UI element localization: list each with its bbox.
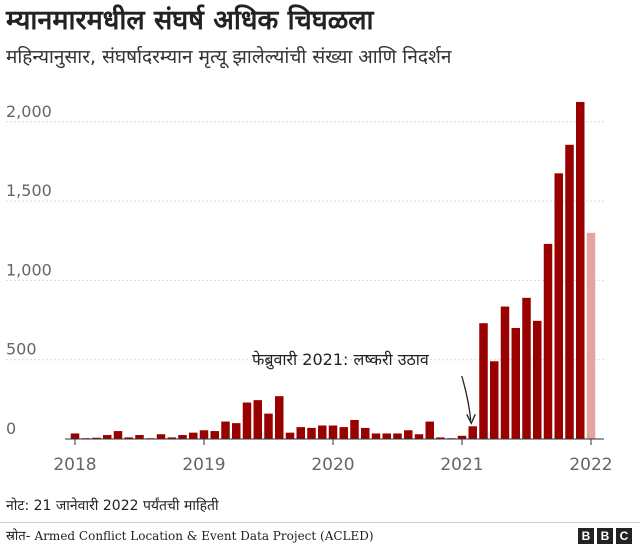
bar — [382, 433, 391, 439]
bar — [113, 431, 123, 439]
logo-block-3: C — [616, 528, 632, 544]
source-text: Armed Conflict Location & Event Data Pro… — [34, 529, 374, 543]
bar — [361, 427, 370, 439]
bar — [242, 402, 252, 439]
x-tick-label: 2020 — [311, 455, 354, 475]
bar — [156, 434, 166, 439]
chart-title: म्यानमारमधील संघर्ष अधिक चिघळला — [6, 5, 374, 36]
bar — [92, 437, 101, 439]
bar — [318, 425, 327, 439]
source-label: स्रोत- — [6, 529, 31, 544]
bar — [350, 419, 359, 439]
bar — [307, 427, 316, 439]
source-line: स्रोत- Armed Conflict Location & Event D… — [6, 527, 374, 546]
bar — [167, 437, 176, 439]
bar — [232, 423, 241, 439]
bar — [339, 427, 348, 439]
bar — [275, 396, 284, 439]
y-tick-label: 1,000 — [6, 260, 52, 279]
bar — [210, 431, 219, 439]
bar — [328, 425, 338, 439]
bar — [436, 437, 445, 439]
footer-divider — [0, 522, 640, 523]
bar — [189, 432, 198, 439]
bar — [543, 243, 553, 439]
bar — [103, 435, 112, 439]
bar — [70, 433, 80, 439]
bar — [576, 101, 585, 439]
annotation-arrowhead — [466, 414, 476, 425]
data-note: नोट: 21 जानेवारी 2022 पर्यंतची माहिती — [6, 498, 219, 514]
bar — [199, 430, 209, 439]
x-tick-label: 2019 — [182, 455, 225, 475]
bar — [253, 400, 262, 439]
bar — [500, 306, 510, 439]
x-tick-label: 2021 — [440, 455, 483, 475]
bar-chart: 0 500 1,000 1,500 2,000 2018 2019 2020 2021 2022 फ… — [6, 101, 613, 475]
bar — [404, 430, 413, 439]
bar — [468, 426, 477, 439]
chart-subtitle: महिन्यानुसार, संघर्षादरम्यान मृत्यू झाले… — [6, 46, 452, 68]
bbc-logo: B B C — [578, 528, 632, 544]
bar — [425, 421, 434, 439]
bar — [414, 434, 424, 439]
y-tick-label: 1,500 — [6, 181, 52, 200]
logo-block-1: B — [578, 528, 594, 544]
annotation-label: फेब्रुवारी 2021: लष्करी उठाव — [252, 350, 430, 370]
bar — [554, 173, 563, 439]
x-tick-label: 2018 — [53, 455, 96, 475]
bar — [296, 427, 305, 439]
bar — [533, 320, 542, 439]
bar — [457, 435, 467, 439]
bar — [490, 361, 499, 439]
y-tick-label: 2,000 — [6, 102, 52, 121]
y-tick-label: 0 — [6, 419, 16, 438]
y-tick-label: 500 — [6, 340, 37, 359]
bar — [264, 413, 273, 439]
bar — [285, 432, 295, 439]
logo-block-2: B — [597, 528, 613, 544]
bar — [522, 297, 531, 439]
bar — [124, 437, 133, 439]
bar — [511, 327, 520, 439]
annotation-arrow — [461, 375, 472, 421]
bar — [178, 435, 187, 439]
bar — [393, 433, 402, 439]
bar — [565, 144, 574, 439]
x-tick-label: 2022 — [569, 455, 612, 475]
bar — [221, 421, 230, 439]
bar — [479, 323, 488, 439]
bar — [371, 433, 381, 439]
bar — [135, 435, 144, 439]
bar — [586, 232, 596, 439]
